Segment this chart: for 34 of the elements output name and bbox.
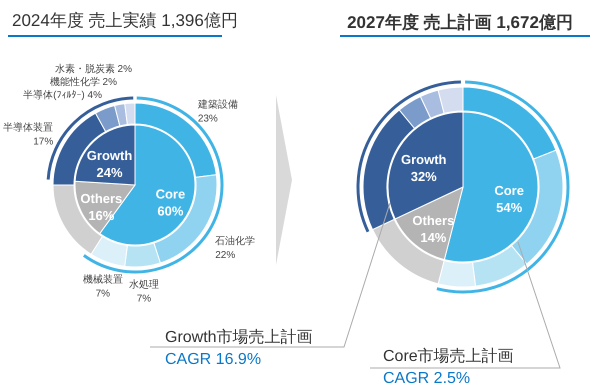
- slice-label: Growth: [86, 148, 132, 163]
- data-label: 54%: [496, 200, 523, 215]
- slice-label: Others: [412, 212, 454, 228]
- data-label: 7%: [136, 294, 152, 305]
- data-label: 23%: [198, 114, 218, 125]
- slice-label: Core: [156, 186, 186, 202]
- slice-label: 石油化学: [215, 234, 256, 247]
- slice-label: 半導体(ﾌｨﾙﾀｰ): [23, 89, 88, 101]
- data-label: 22%: [215, 250, 236, 261]
- slice-label: 機械装置: [82, 273, 123, 286]
- data-label: 16%: [88, 208, 115, 223]
- chart-title: 2024年度 売上実績 1,396億円: [12, 11, 238, 30]
- slice-label: 半導体装置: [3, 122, 54, 134]
- data-label: 32%: [410, 169, 438, 184]
- chart-title: 2027年度 売上計画 1,672億円: [347, 13, 573, 32]
- text: CAGR 2.5%: [383, 370, 470, 387]
- slice-label: Others: [80, 190, 122, 206]
- data-label: 17%: [33, 136, 54, 148]
- slice-label: Growth: [400, 152, 447, 168]
- data-label: 24%: [96, 164, 123, 180]
- data-label: 14%: [420, 230, 447, 245]
- text: Core市場売上計画: [383, 347, 514, 365]
- text: Growth市場売上計画: [165, 328, 313, 346]
- slice-label: 機能性化学: [50, 76, 103, 88]
- slice-label: 水素・脱炭素: [54, 63, 118, 75]
- data-label: 4%: [88, 90, 102, 101]
- slice-label: Core: [494, 182, 524, 198]
- text: CAGR 16.9%: [165, 351, 262, 368]
- slice-label: 水処理: [128, 278, 159, 291]
- data-label: 7%: [96, 288, 110, 300]
- data-label: 60%: [157, 203, 184, 218]
- data-label: 2%: [102, 77, 118, 88]
- slice-label: 建築設備: [196, 98, 238, 111]
- data-label: 2%: [118, 64, 132, 75]
